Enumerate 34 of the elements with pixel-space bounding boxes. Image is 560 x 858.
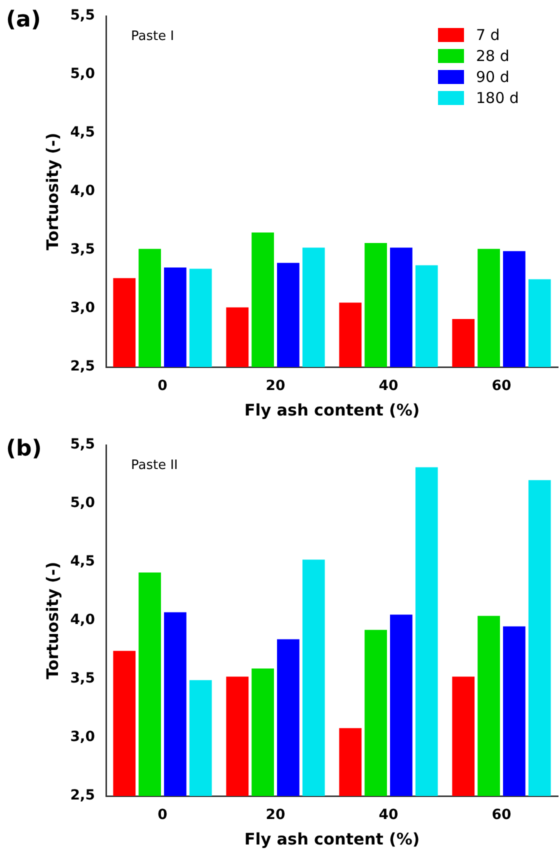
y-tick-label: 2,5 bbox=[70, 358, 95, 375]
text: Paste II bbox=[131, 458, 178, 473]
y-tick-label: 3,0 bbox=[70, 729, 96, 746]
legend-label: 7 d bbox=[476, 26, 500, 44]
y-tick-label: 3,5 bbox=[70, 670, 95, 687]
y-tick-label: 5,0 bbox=[70, 66, 96, 82]
x-tick-label: 60 bbox=[492, 378, 512, 394]
legend-label: 180 d bbox=[476, 88, 519, 107]
text: Paste I bbox=[131, 28, 174, 44]
x-axis-title: Fly ash content (%) bbox=[244, 400, 420, 420]
y-axis-title: Tortuosity (-) bbox=[42, 132, 62, 250]
legend-label: 28 d bbox=[476, 46, 510, 65]
x-axis-title: Fly ash content (%) bbox=[244, 830, 420, 849]
x-tick-label: 0 bbox=[158, 378, 168, 394]
text: (b) bbox=[6, 436, 42, 462]
y-axis-title: Tortuosity (-) bbox=[42, 562, 62, 680]
y-tick-label: 4,0 bbox=[70, 612, 96, 628]
legend-label: 90 d bbox=[476, 68, 510, 86]
y-tick-label: 4,5 bbox=[70, 554, 95, 570]
y-tick-label: 5,5 bbox=[70, 8, 95, 24]
x-tick-label: 20 bbox=[266, 378, 286, 394]
y-tick-label: 4,5 bbox=[70, 124, 95, 141]
x-tick-label: 20 bbox=[266, 807, 286, 824]
x-tick-label: 40 bbox=[378, 807, 398, 824]
y-tick-label: 3,0 bbox=[70, 300, 96, 316]
y-tick-label: 5,5 bbox=[70, 436, 95, 453]
text: (a) bbox=[6, 8, 41, 33]
y-tick-label: 3,5 bbox=[70, 242, 95, 258]
y-tick-label: 4,0 bbox=[70, 183, 96, 200]
x-tick-label: 0 bbox=[158, 807, 168, 824]
y-tick-label: 2,5 bbox=[70, 788, 95, 804]
x-tick-label: 60 bbox=[492, 807, 512, 824]
y-tick-label: 5,0 bbox=[70, 495, 96, 512]
x-tick-label: 40 bbox=[378, 378, 398, 394]
